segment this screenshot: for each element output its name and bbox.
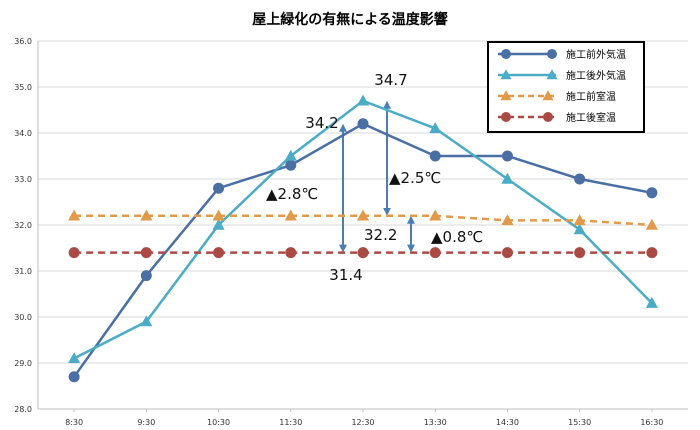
series-layer xyxy=(68,94,658,383)
data-point xyxy=(546,69,558,80)
data-point xyxy=(285,247,297,259)
data-point xyxy=(212,218,225,230)
data-point xyxy=(501,247,513,259)
x-tick-label: 8:30 xyxy=(65,418,83,427)
data-point xyxy=(646,247,658,259)
data-point xyxy=(357,247,369,259)
data-point xyxy=(500,90,512,101)
y-tick-label: 32.0 xyxy=(14,221,32,230)
annotation-label: 32.2 xyxy=(364,226,397,244)
data-point xyxy=(68,247,80,259)
data-point xyxy=(68,352,81,364)
x-tick-label: 13:30 xyxy=(424,418,447,427)
y-tick-label: 29.0 xyxy=(14,359,32,368)
chart-title: 屋上緑化の有無による温度影響 xyxy=(252,11,448,28)
annotation-layer: 34.7 34.2 ▲2.8℃ ▲2.5℃ 32.2 ▲0.8℃ 31.4 xyxy=(266,71,483,284)
series-2 xyxy=(68,94,658,364)
y-tick-label: 30.0 xyxy=(14,313,32,322)
data-point xyxy=(646,187,658,199)
data-point xyxy=(213,247,225,259)
data-point xyxy=(501,112,511,122)
data-point xyxy=(429,122,442,134)
data-point xyxy=(285,159,297,171)
data-point xyxy=(574,173,586,185)
y-tick-label: 35.0 xyxy=(14,83,32,92)
annotation-label: 34.2 xyxy=(305,114,338,132)
series-1 xyxy=(68,118,658,383)
series-3 xyxy=(68,209,658,230)
annotation-label: ▲2.5℃ xyxy=(389,169,441,187)
data-point xyxy=(501,172,514,184)
data-point xyxy=(140,209,153,221)
data-point xyxy=(429,150,441,162)
data-point xyxy=(542,90,554,101)
annotation-arrows xyxy=(339,100,415,253)
data-point xyxy=(357,118,369,130)
x-tick-label: 15:30 xyxy=(568,418,591,427)
data-point xyxy=(501,214,514,226)
x-tick-label: 12:30 xyxy=(351,418,374,427)
legend-label: 施工前室温 xyxy=(566,90,616,103)
data-point xyxy=(573,214,586,226)
data-point xyxy=(573,223,586,235)
data-point xyxy=(140,315,153,327)
y-tick-label: 34.0 xyxy=(14,129,32,138)
data-point xyxy=(213,182,225,194)
data-point xyxy=(429,209,442,221)
y-tick-label: 28.0 xyxy=(14,405,32,414)
data-point xyxy=(212,209,225,221)
data-point xyxy=(284,149,297,161)
data-point xyxy=(68,209,81,221)
data-point xyxy=(501,49,511,59)
data-point xyxy=(645,218,658,230)
y-tick-label: 31.0 xyxy=(14,267,32,276)
data-point xyxy=(429,247,441,259)
data-point xyxy=(356,209,370,221)
x-tick-label: 14:30 xyxy=(496,418,519,427)
data-point xyxy=(645,296,658,308)
data-point xyxy=(547,49,557,59)
annotation-label: 31.4 xyxy=(329,266,362,284)
data-point xyxy=(356,94,370,106)
annotation-label: 34.7 xyxy=(374,71,407,89)
legend-label: 施工後外気温 xyxy=(566,69,626,82)
legend-label: 施工前外気温 xyxy=(566,48,626,61)
series-line xyxy=(73,99,653,360)
data-point xyxy=(543,112,553,122)
annotation-label: ▲0.8℃ xyxy=(431,228,483,246)
y-tick-label: 33.0 xyxy=(14,175,32,184)
data-point xyxy=(68,371,80,383)
data-point xyxy=(140,247,152,259)
data-point xyxy=(284,209,297,221)
series-4 xyxy=(68,247,658,259)
legend-label: 施工後室温 xyxy=(566,111,616,124)
axis-layer: 28.0 29.0 30.0 31.0 32.0 33.0 34.0 35.0 36.0 8:30… xyxy=(14,37,688,427)
x-tick-label: 9:30 xyxy=(137,418,155,427)
data-point xyxy=(501,150,513,162)
x-tick-label: 10:30 xyxy=(207,418,230,427)
x-tick-label: 16:30 xyxy=(640,418,663,427)
data-point xyxy=(500,69,512,80)
annotation-label: ▲2.8℃ xyxy=(266,185,318,203)
y-tick-label: 36.0 xyxy=(14,37,32,46)
data-point xyxy=(140,270,152,282)
data-point xyxy=(574,247,586,259)
x-tick-label: 11:30 xyxy=(279,418,302,427)
